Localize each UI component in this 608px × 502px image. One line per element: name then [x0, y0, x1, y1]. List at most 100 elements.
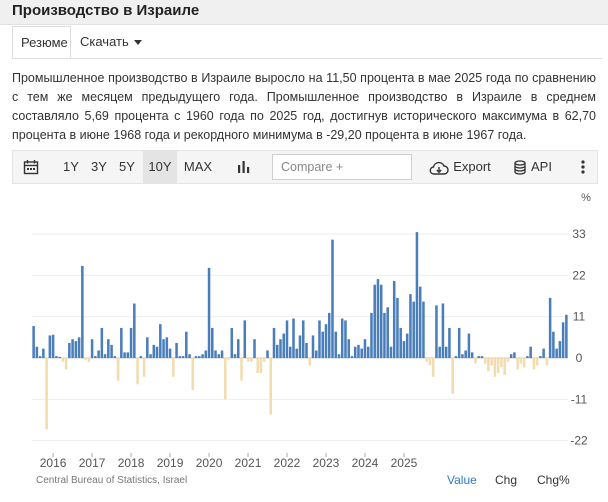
chart-bar [227, 358, 230, 360]
chart-bar [506, 358, 510, 362]
chart-bar [399, 327, 402, 358]
chart-bar [467, 333, 471, 358]
chart-bar [295, 348, 299, 358]
chart-bar [181, 356, 185, 358]
chart-bar [97, 350, 100, 358]
chart-bar [246, 358, 250, 362]
calendar-icon [23, 160, 39, 175]
tab-download[interactable]: Скачать [72, 26, 152, 58]
chart-bar [464, 350, 467, 358]
chart-bar [321, 331, 324, 358]
range-1y-button[interactable]: 1Y [63, 159, 79, 174]
chart-bar [383, 312, 386, 358]
chart-bar [405, 333, 409, 358]
chart-bar [263, 358, 266, 362]
chart-bar [324, 324, 328, 358]
chart-bar [477, 356, 480, 358]
chart-bar [337, 354, 341, 358]
chart-bar [288, 346, 292, 358]
chart-bar [470, 352, 474, 358]
chart-bar [435, 305, 438, 358]
chart-bar [191, 358, 195, 390]
chart-bar [126, 352, 130, 358]
chart-bar [318, 320, 321, 358]
value-toggle[interactable]: Value [447, 473, 477, 487]
chart-bar [363, 339, 367, 358]
chart-bar [357, 344, 360, 358]
chart-bar [360, 348, 363, 358]
chart-bar [172, 358, 175, 377]
chart-bar [545, 358, 549, 366]
compare-input[interactable] [272, 154, 412, 180]
title-bar: Производство в Израиле [0, 0, 608, 25]
chart-bar [45, 358, 48, 430]
chart-bar [422, 301, 425, 358]
tab-summary[interactable]: Резюме [12, 26, 71, 58]
chart-bar [561, 322, 565, 358]
chg-toggle[interactable]: Chg [495, 473, 518, 487]
chart-bar [402, 341, 406, 358]
x-tick-label: 2024 [352, 456, 379, 470]
chart-bar [425, 358, 428, 362]
chart-bar [370, 312, 373, 358]
chart-bar [347, 339, 350, 358]
tab-download-label: Скачать [80, 34, 129, 49]
chart-bar [366, 346, 370, 358]
chart-gridlines [32, 233, 568, 442]
more-vertical-icon [581, 160, 585, 174]
chart-bar [409, 294, 412, 358]
chart-bar [522, 358, 526, 368]
chart-bar [552, 331, 555, 358]
chart-bar [308, 358, 312, 366]
chart-bar [87, 358, 91, 362]
chart-bar [32, 326, 35, 358]
caret-down-icon [133, 40, 142, 46]
chart-bar [217, 354, 221, 358]
chart-bar [314, 350, 318, 358]
y-tick-label: -11 [571, 392, 588, 406]
x-tick-label: 2021 [235, 456, 262, 470]
x-tick-label: 2025 [391, 456, 418, 470]
chart-bar [110, 344, 113, 358]
chart-type-button[interactable] [233, 151, 255, 183]
x-tick-label: 2019 [157, 456, 184, 470]
chart-bar [185, 331, 188, 358]
chart-bar [490, 358, 493, 366]
range-3y-button[interactable]: 3Y [91, 159, 107, 174]
y-axis-labels: 33 22 11 0 -11 -22 [570, 227, 588, 448]
chart-bar [516, 358, 519, 370]
api-button[interactable]: API [509, 151, 557, 183]
chart-bar [542, 348, 545, 358]
chart-bar [301, 320, 305, 358]
chg-percent-toggle[interactable]: Chg% [537, 473, 570, 487]
chart-bar [444, 346, 448, 358]
chart-bar [539, 356, 542, 358]
calendar-button[interactable] [19, 151, 43, 183]
chart-bar [178, 356, 182, 358]
chart-bar [496, 358, 500, 374]
chart-bar [168, 348, 172, 358]
more-options-button[interactable] [575, 151, 591, 183]
chart-bar [146, 337, 149, 358]
chart-bar [392, 280, 396, 358]
chart-bar [353, 346, 357, 358]
chart-bar [230, 327, 234, 358]
chart-bar [461, 354, 464, 358]
tab-bar: Резюме Скачать [12, 26, 602, 59]
chart-bar [129, 327, 133, 358]
chart-bar [438, 346, 441, 358]
range-max-button[interactable]: MAX [183, 159, 213, 174]
range-10y-button[interactable]: 10Y [143, 151, 177, 183]
chart-bar [350, 356, 354, 358]
chart-bar [207, 267, 211, 358]
chart-bar [305, 342, 308, 358]
chart-bar [142, 358, 146, 377]
chart-bar [565, 314, 568, 358]
export-button[interactable]: Export [427, 151, 493, 183]
chart-bar [136, 358, 139, 385]
y-tick-label: -22 [570, 434, 588, 448]
chart-bar [113, 356, 117, 358]
range-5y-button[interactable]: 5Y [119, 159, 135, 174]
chart-bar [519, 358, 523, 364]
